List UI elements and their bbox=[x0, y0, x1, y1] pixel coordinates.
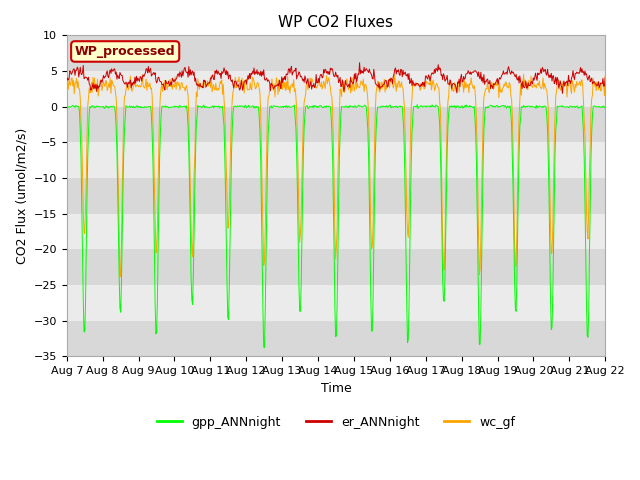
Title: WP CO2 Fluxes: WP CO2 Fluxes bbox=[278, 15, 394, 30]
Bar bbox=[67, 178, 605, 214]
Legend: gpp_ANNnight, er_ANNnight, wc_gf: gpp_ANNnight, er_ANNnight, wc_gf bbox=[152, 411, 520, 434]
X-axis label: Time: Time bbox=[321, 382, 351, 395]
Text: WP_processed: WP_processed bbox=[75, 45, 175, 58]
Bar bbox=[67, 214, 605, 249]
Bar bbox=[67, 285, 605, 321]
Bar bbox=[67, 249, 605, 285]
Y-axis label: CO2 Flux (umol/m2/s): CO2 Flux (umol/m2/s) bbox=[15, 128, 28, 264]
Bar bbox=[67, 107, 605, 143]
Bar bbox=[67, 71, 605, 107]
Bar bbox=[67, 36, 605, 71]
Bar bbox=[67, 143, 605, 178]
Bar bbox=[67, 321, 605, 356]
